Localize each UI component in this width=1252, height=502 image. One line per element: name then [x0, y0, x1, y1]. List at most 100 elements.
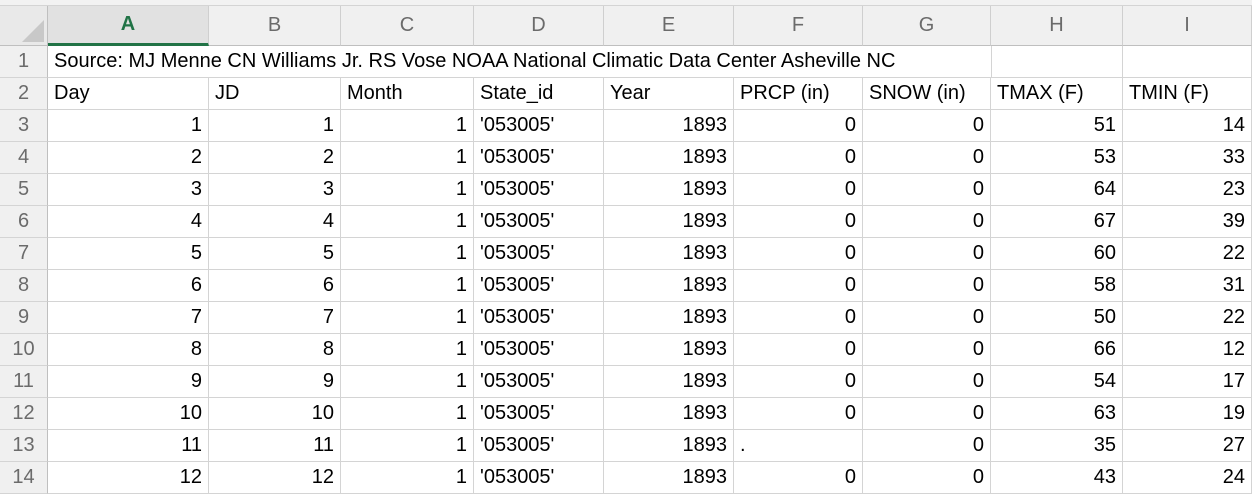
row-header[interactable]: 11 [0, 366, 48, 398]
cell-tmax[interactable]: 66 [991, 334, 1123, 366]
cell-prcp[interactable]: 0 [734, 302, 863, 334]
cell-snow[interactable]: 0 [863, 206, 991, 238]
cell-day[interactable]: 5 [48, 238, 209, 270]
header-cell-day[interactable]: Day [48, 78, 209, 110]
column-header-c[interactable]: C [341, 6, 474, 46]
column-header-d[interactable]: D [474, 6, 604, 46]
header-cell-state-id[interactable]: State_id [474, 78, 604, 110]
cell-state-id[interactable]: '053005' [474, 366, 604, 398]
cell-snow[interactable]: 0 [863, 142, 991, 174]
cell-prcp[interactable]: 0 [734, 238, 863, 270]
row-header[interactable]: 7 [0, 238, 48, 270]
row-header[interactable]: 6 [0, 206, 48, 238]
cell-jd[interactable]: 12 [209, 462, 341, 494]
cell-jd[interactable]: 4 [209, 206, 341, 238]
cell-jd[interactable]: 6 [209, 270, 341, 302]
cell-tmin[interactable]: 23 [1123, 174, 1252, 206]
cell-tmax[interactable]: 50 [991, 302, 1123, 334]
cell-snow[interactable]: 0 [863, 110, 991, 142]
cell-tmin[interactable]: 33 [1123, 142, 1252, 174]
cell-month[interactable]: 1 [341, 334, 474, 366]
cell-jd[interactable]: 10 [209, 398, 341, 430]
cell-month[interactable]: 1 [341, 430, 474, 462]
cell-month[interactable]: 1 [341, 398, 474, 430]
row-header[interactable]: 3 [0, 110, 48, 142]
cell-tmin[interactable]: 27 [1123, 430, 1252, 462]
source-cell[interactable]: Source: MJ Menne CN Williams Jr. RS Vose… [48, 46, 991, 78]
cell-month[interactable]: 1 [341, 238, 474, 270]
cell-tmin[interactable]: 31 [1123, 270, 1252, 302]
cell-tmax[interactable]: 35 [991, 430, 1123, 462]
column-header-e[interactable]: E [604, 6, 734, 46]
row-header[interactable]: 4 [0, 142, 48, 174]
cell-tmin[interactable]: 14 [1123, 110, 1252, 142]
header-cell-jd[interactable]: JD [209, 78, 341, 110]
cell-tmin[interactable]: 17 [1123, 366, 1252, 398]
cell-state-id[interactable]: '053005' [474, 270, 604, 302]
cell-month[interactable]: 1 [341, 270, 474, 302]
cell-state-id[interactable]: '053005' [474, 302, 604, 334]
cell-prcp[interactable]: 0 [734, 206, 863, 238]
cell-snow[interactable]: 0 [863, 334, 991, 366]
cell-year[interactable]: 1893 [604, 430, 734, 462]
cell-day[interactable]: 11 [48, 430, 209, 462]
column-header-g[interactable]: G [863, 6, 991, 46]
row-header[interactable]: 2 [0, 78, 48, 110]
cell-day[interactable]: 3 [48, 174, 209, 206]
cell-year[interactable]: 1893 [604, 270, 734, 302]
cell-year[interactable]: 1893 [604, 462, 734, 494]
cell-jd[interactable]: 3 [209, 174, 341, 206]
cell-state-id[interactable]: '053005' [474, 110, 604, 142]
cell-year[interactable]: 1893 [604, 110, 734, 142]
cell-tmin[interactable]: 22 [1123, 238, 1252, 270]
cell-snow[interactable]: 0 [863, 302, 991, 334]
cell-prcp[interactable]: 0 [734, 174, 863, 206]
cell-tmax[interactable]: 63 [991, 398, 1123, 430]
header-cell-month[interactable]: Month [341, 78, 474, 110]
empty-cell[interactable] [1123, 46, 1252, 78]
cell-prcp[interactable]: 0 [734, 398, 863, 430]
header-cell-tmin[interactable]: TMIN (F) [1123, 78, 1252, 110]
cell-jd[interactable]: 7 [209, 302, 341, 334]
cell-year[interactable]: 1893 [604, 302, 734, 334]
cell-day[interactable]: 7 [48, 302, 209, 334]
column-header-h[interactable]: H [991, 6, 1123, 46]
cell-tmin[interactable]: 12 [1123, 334, 1252, 366]
row-header[interactable]: 13 [0, 430, 48, 462]
row-header[interactable]: 14 [0, 462, 48, 494]
cell-prcp[interactable]: 0 [734, 462, 863, 494]
cell-day[interactable]: 10 [48, 398, 209, 430]
header-cell-year[interactable]: Year [604, 78, 734, 110]
cell-month[interactable]: 1 [341, 110, 474, 142]
cell-year[interactable]: 1893 [604, 142, 734, 174]
column-header-b[interactable]: B [209, 6, 341, 46]
cell-year[interactable]: 1893 [604, 334, 734, 366]
cell-jd[interactable]: 5 [209, 238, 341, 270]
cell-jd[interactable]: 8 [209, 334, 341, 366]
row-header[interactable]: 12 [0, 398, 48, 430]
cell-month[interactable]: 1 [341, 206, 474, 238]
cell-day[interactable]: 9 [48, 366, 209, 398]
cell-prcp[interactable]: 0 [734, 142, 863, 174]
cell-day[interactable]: 1 [48, 110, 209, 142]
cell-tmin[interactable]: 19 [1123, 398, 1252, 430]
cell-day[interactable]: 4 [48, 206, 209, 238]
cell-jd[interactable]: 1 [209, 110, 341, 142]
cell-day[interactable]: 2 [48, 142, 209, 174]
cell-snow[interactable]: 0 [863, 462, 991, 494]
cell-day[interactable]: 12 [48, 462, 209, 494]
cell-year[interactable]: 1893 [604, 206, 734, 238]
cell-jd[interactable]: 9 [209, 366, 341, 398]
cell-tmin[interactable]: 24 [1123, 462, 1252, 494]
cell-month[interactable]: 1 [341, 142, 474, 174]
cell-prcp[interactable]: 0 [734, 270, 863, 302]
cell-tmax[interactable]: 54 [991, 366, 1123, 398]
cell-year[interactable]: 1893 [604, 366, 734, 398]
cell-year[interactable]: 1893 [604, 174, 734, 206]
cell-state-id[interactable]: '053005' [474, 334, 604, 366]
header-cell-tmax[interactable]: TMAX (F) [991, 78, 1123, 110]
cell-tmax[interactable]: 60 [991, 238, 1123, 270]
cell-tmin[interactable]: 22 [1123, 302, 1252, 334]
cell-month[interactable]: 1 [341, 366, 474, 398]
